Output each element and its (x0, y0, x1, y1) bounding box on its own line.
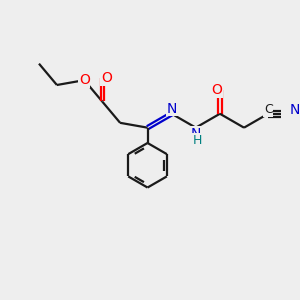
Text: C: C (264, 103, 272, 116)
Text: O: O (212, 83, 223, 97)
Text: H: H (193, 134, 202, 147)
Text: O: O (79, 73, 90, 87)
Text: N: N (190, 127, 201, 141)
Text: N: N (167, 102, 177, 116)
Text: O: O (101, 71, 112, 85)
Text: N: N (290, 103, 300, 117)
